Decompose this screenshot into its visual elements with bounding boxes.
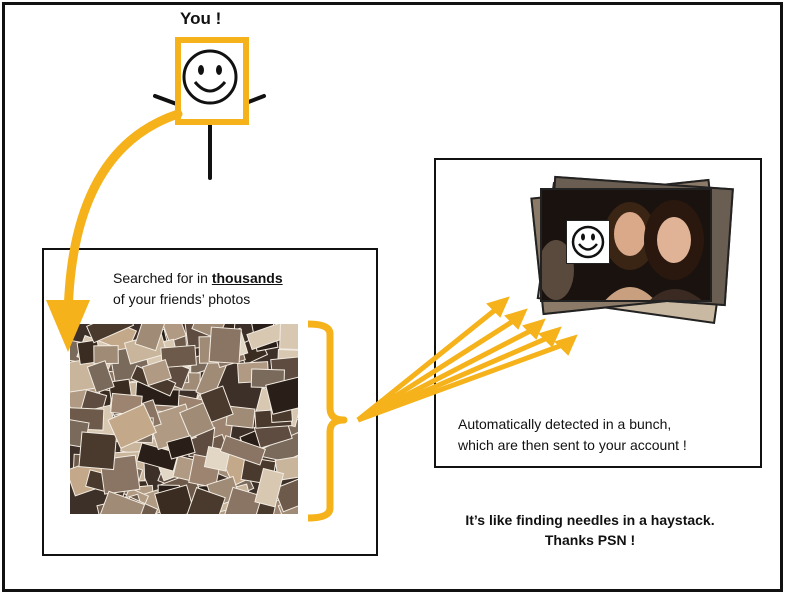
collage-tile bbox=[86, 360, 115, 394]
collage-tile bbox=[85, 324, 135, 344]
left-caption-emph: thousands bbox=[211, 270, 283, 286]
collage-bracket bbox=[307, 320, 348, 522]
smiley-icon bbox=[182, 49, 238, 105]
collage-tile bbox=[219, 434, 267, 466]
collage-tile bbox=[160, 344, 197, 369]
collage-tile bbox=[98, 490, 146, 514]
detected-face-tag bbox=[566, 220, 610, 264]
collage-tile bbox=[265, 376, 298, 415]
left-caption-line1: Searched for in thousands bbox=[113, 268, 283, 288]
right-caption-line2: which are then sent to your account ! bbox=[458, 437, 687, 453]
tagline-line1: It’s like finding needles in a haystack. bbox=[465, 512, 715, 528]
collage-tile bbox=[141, 358, 172, 387]
collage-tile bbox=[134, 324, 166, 352]
left-caption-prefix: Searched for in bbox=[113, 270, 212, 286]
collage-tile bbox=[222, 486, 263, 514]
left-caption-line2: of your friends’ photos bbox=[113, 291, 251, 307]
smiley-eye-right bbox=[216, 65, 222, 75]
right-caption-line1: Automatically detected in a bunch, bbox=[458, 416, 672, 432]
search-arrow bbox=[63, 109, 183, 325]
collage-tile bbox=[166, 435, 196, 460]
collage-tile bbox=[179, 402, 215, 439]
smiley-icon-small bbox=[571, 225, 605, 259]
tagline: It’s like finding needles in a haystack.… bbox=[420, 510, 760, 550]
fan-arrows bbox=[356, 296, 578, 423]
collage-tile bbox=[185, 486, 226, 514]
collage-tile bbox=[279, 324, 298, 351]
front-photo-image bbox=[542, 190, 710, 300]
collage-image bbox=[70, 324, 298, 514]
photo-stack bbox=[522, 175, 762, 326]
collage-tile bbox=[254, 467, 285, 508]
search-arrow-head bbox=[46, 300, 90, 352]
smiley-eye-left bbox=[198, 65, 204, 75]
collage-tile bbox=[154, 484, 195, 514]
collage-tile bbox=[160, 324, 187, 343]
collage-tile bbox=[273, 474, 298, 513]
collage-tile bbox=[107, 403, 158, 449]
tagline-line2: Thanks PSN ! bbox=[544, 532, 636, 548]
collage-tile bbox=[208, 326, 242, 365]
collage-tile bbox=[78, 431, 118, 471]
you-label: You ! bbox=[180, 9, 222, 28]
photo-collage bbox=[70, 324, 298, 514]
